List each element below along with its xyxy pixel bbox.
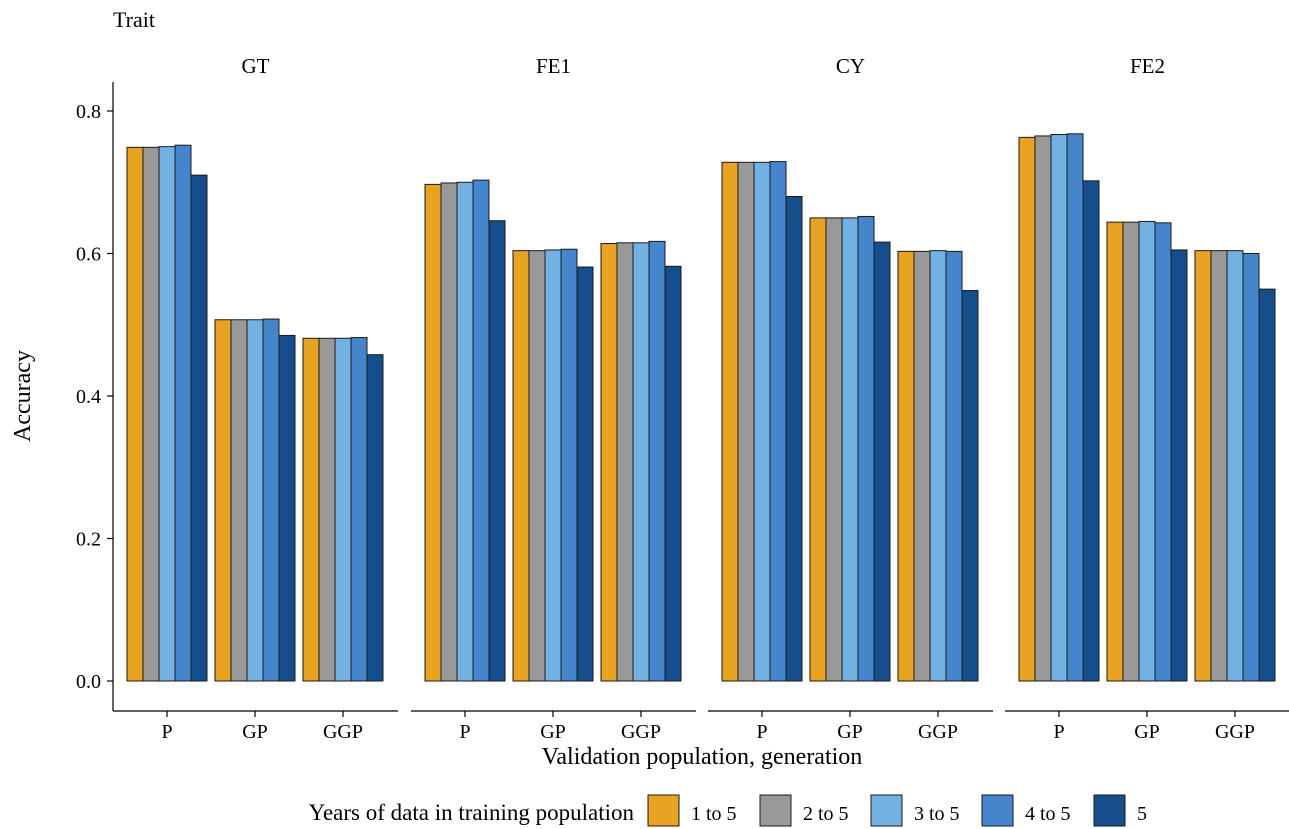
y-tick-label: 0.4 bbox=[76, 386, 101, 408]
bar bbox=[576, 266, 594, 682]
bar bbox=[142, 146, 160, 682]
legend-label: 4 to 5 bbox=[1025, 803, 1071, 825]
x-tick-label: GGP bbox=[621, 721, 661, 743]
x-tick-label: GGP bbox=[1215, 721, 1255, 743]
bar bbox=[648, 240, 666, 682]
bar bbox=[1050, 134, 1068, 682]
bar bbox=[262, 318, 280, 682]
bar bbox=[664, 265, 682, 682]
bar bbox=[190, 174, 208, 682]
x-tick-label: P bbox=[1053, 721, 1064, 743]
bar bbox=[897, 250, 915, 682]
facet-label: Trait bbox=[113, 7, 155, 32]
bar bbox=[424, 183, 442, 682]
legend-key bbox=[981, 794, 1014, 827]
bar bbox=[334, 337, 352, 682]
y-tick-label: 0.6 bbox=[76, 244, 101, 266]
bar bbox=[440, 182, 458, 682]
x-tick-label: GP bbox=[242, 721, 268, 743]
bar bbox=[1106, 221, 1124, 682]
bar bbox=[1138, 220, 1156, 682]
x-tick-label: GP bbox=[540, 721, 566, 743]
facet-title: FE1 bbox=[536, 54, 571, 78]
bar bbox=[616, 242, 634, 682]
facet-title: CY bbox=[836, 54, 865, 78]
bar bbox=[785, 196, 803, 682]
bar bbox=[488, 220, 506, 682]
bar bbox=[825, 217, 843, 682]
bar bbox=[366, 354, 384, 682]
bar bbox=[174, 144, 192, 682]
bar bbox=[246, 319, 264, 682]
bar bbox=[961, 290, 979, 682]
legend-key bbox=[870, 794, 903, 827]
legend-label: 3 to 5 bbox=[914, 803, 960, 825]
bar bbox=[1154, 222, 1172, 682]
bar bbox=[318, 337, 336, 682]
bar bbox=[512, 250, 530, 682]
bar bbox=[1018, 136, 1036, 682]
plot-area: 0.0 0.2 0.4 0.6 0.8 GT P GP GGP FE1 P GP GGP CY P GP GGP… bbox=[76, 54, 1289, 743]
bar bbox=[1122, 221, 1140, 682]
legend: Years of data in training population 1 t… bbox=[309, 794, 1147, 827]
x-tick-label: GP bbox=[1134, 721, 1160, 743]
bar bbox=[1226, 250, 1244, 682]
bar bbox=[1034, 135, 1052, 682]
bar bbox=[753, 161, 771, 682]
bar bbox=[1242, 253, 1260, 682]
y-axis-title: Accuracy bbox=[10, 350, 36, 442]
bar bbox=[302, 337, 320, 682]
bar bbox=[560, 248, 578, 682]
x-tick-label: GGP bbox=[323, 721, 363, 743]
legend-label: 5 bbox=[1137, 803, 1147, 825]
bar bbox=[1258, 288, 1276, 682]
bar bbox=[1194, 250, 1212, 682]
bar bbox=[456, 181, 474, 682]
bar bbox=[1210, 250, 1228, 682]
bar bbox=[278, 334, 296, 682]
bar bbox=[873, 241, 891, 682]
legend-label: 1 to 5 bbox=[691, 803, 737, 825]
y-tick-label: 0.8 bbox=[76, 101, 101, 123]
x-tick-label: P bbox=[161, 721, 172, 743]
legend-key bbox=[1093, 794, 1126, 827]
bar bbox=[214, 319, 232, 682]
legend-label: 2 to 5 bbox=[803, 803, 849, 825]
x-tick-label: GP bbox=[837, 721, 863, 743]
bar bbox=[737, 161, 755, 682]
bar bbox=[1082, 180, 1100, 682]
x-tick-label: P bbox=[459, 721, 470, 743]
y-tick-label: 0.0 bbox=[76, 671, 101, 693]
bar bbox=[809, 217, 827, 682]
bar bbox=[158, 146, 176, 682]
legend-title: Years of data in training population bbox=[309, 800, 635, 825]
bar bbox=[350, 337, 368, 682]
x-axis-title: Validation population, generation bbox=[542, 744, 863, 770]
bar bbox=[1066, 133, 1084, 682]
facet-title: GT bbox=[242, 54, 270, 78]
bar bbox=[857, 215, 875, 682]
x-tick-label: GGP bbox=[918, 721, 958, 743]
bar bbox=[721, 161, 739, 682]
bar bbox=[528, 250, 546, 682]
legend-key bbox=[647, 794, 680, 827]
x-tick-label: P bbox=[756, 721, 767, 743]
bar bbox=[1170, 249, 1188, 682]
bar bbox=[472, 179, 490, 682]
bar bbox=[632, 242, 650, 682]
legend-key bbox=[759, 794, 792, 827]
bar bbox=[230, 319, 248, 682]
facet-title: FE2 bbox=[1130, 54, 1165, 78]
bar bbox=[929, 250, 947, 682]
bar bbox=[769, 161, 787, 682]
bar bbox=[913, 250, 931, 682]
bar bbox=[544, 249, 562, 682]
bar bbox=[841, 217, 859, 682]
bar bbox=[945, 250, 963, 682]
bar bbox=[126, 146, 144, 682]
bar bbox=[600, 243, 618, 682]
y-tick-label: 0.2 bbox=[76, 529, 101, 551]
